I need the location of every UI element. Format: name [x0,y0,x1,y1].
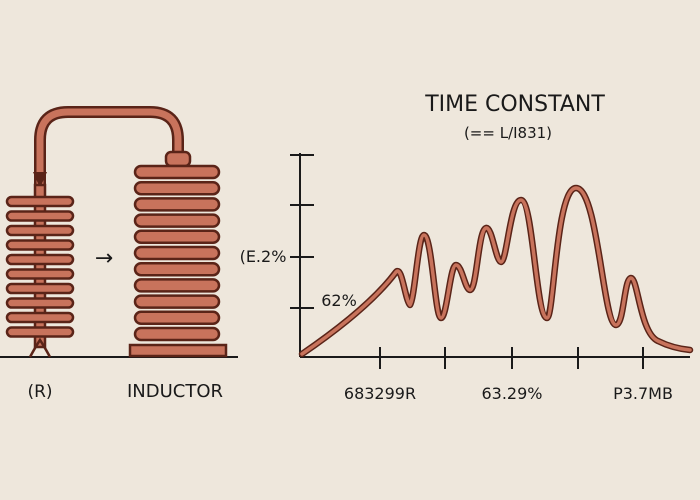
resistor-core [33,183,47,349]
inductor-winding [133,261,221,277]
resistor-winding [5,326,75,338]
response-curve [298,184,694,358]
inductor-winding [133,278,221,293]
resistor-winding [5,297,75,309]
x-tick-label: 63.29% [481,384,542,403]
down-arrow-icon [33,172,47,188]
x-tick-label: 683299R [344,384,416,403]
flow-arrow-icon: → [95,246,113,271]
chart-subtitle: (== L/I831) [464,124,552,142]
inductor-coil [128,150,228,358]
chart-title: TIME CONSTANT [424,92,605,117]
y-tick-label: (E.2% [240,247,287,266]
inductor-winding [133,326,221,342]
resistor-coil [5,183,75,358]
resistor-winding [5,224,75,237]
resistor-winding [5,253,75,266]
resistor-label: (R) [27,382,52,402]
y-tick-label: 62% [321,291,357,310]
chart-axes [290,153,690,369]
resistor-winding [5,282,75,295]
inductor-winding [133,229,221,245]
x-tick-label: P3.7MB [613,384,673,403]
inductor-winding [133,310,221,326]
resistor-winding [5,239,75,251]
resistor-winding [5,210,75,222]
inductor-winding [133,245,221,261]
inductor-winding [133,294,221,309]
inductor-winding [133,197,221,212]
inductor-winding [133,180,221,196]
inductor-base [128,343,228,358]
inductor-cap [164,150,192,168]
inductor-winding [133,213,221,228]
resistor-winding [5,311,75,324]
inductor-winding [133,164,221,180]
resistor-winding [5,268,75,280]
resistor-winding [5,195,75,208]
resistor-lead [28,337,52,358]
connecting-pipe [34,106,184,191]
inductor-label: INDUCTOR [127,381,223,402]
